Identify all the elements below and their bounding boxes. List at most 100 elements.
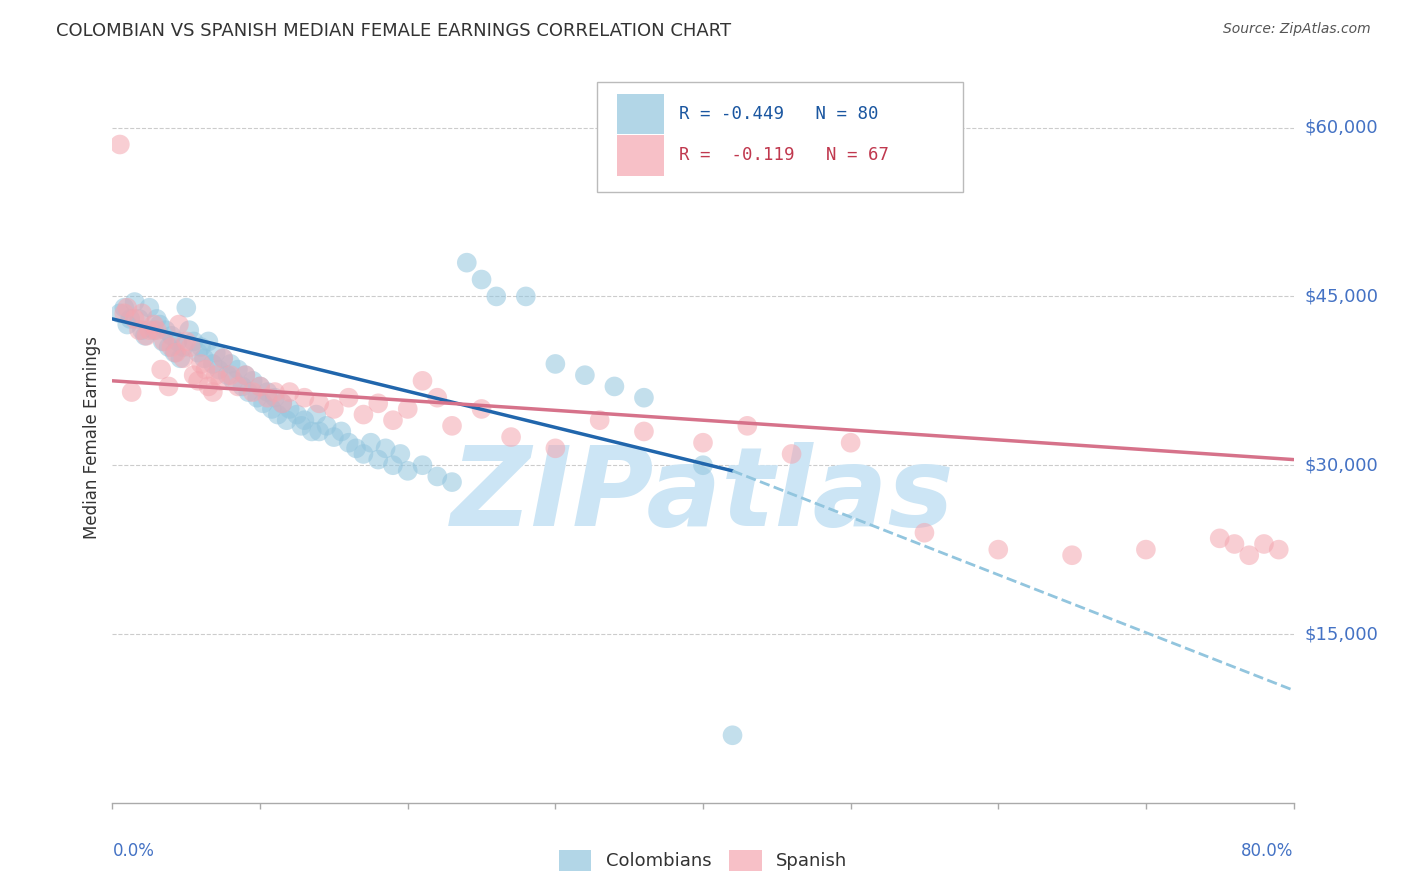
Point <box>1135 542 1157 557</box>
Point <box>1268 542 1291 557</box>
Point <box>485 289 508 303</box>
Point <box>441 475 464 489</box>
Point <box>352 447 374 461</box>
Point <box>142 323 165 337</box>
Point <box>219 368 242 383</box>
Point <box>174 301 197 315</box>
Point <box>1062 548 1084 562</box>
Point <box>264 391 287 405</box>
Y-axis label: Median Female Earnings: Median Female Earnings <box>83 335 101 539</box>
FancyBboxPatch shape <box>596 82 963 192</box>
Point <box>633 391 655 405</box>
Point <box>108 306 131 320</box>
Point <box>256 385 278 400</box>
Point <box>544 357 567 371</box>
Point <box>323 430 346 444</box>
Legend: Colombians, Spanish: Colombians, Spanish <box>551 843 855 878</box>
Point <box>187 345 209 359</box>
Point <box>264 385 287 400</box>
Point <box>260 401 283 416</box>
Point <box>138 301 160 315</box>
Point <box>256 391 278 405</box>
Point <box>411 458 433 473</box>
Point <box>1208 532 1232 546</box>
Point <box>292 413 315 427</box>
Point <box>169 351 191 366</box>
Point <box>193 351 215 366</box>
Text: COLOMBIAN VS SPANISH MEDIAN FEMALE EARNINGS CORRELATION CHART: COLOMBIAN VS SPANISH MEDIAN FEMALE EARNI… <box>56 22 731 40</box>
Point <box>780 447 803 461</box>
Point <box>190 340 212 354</box>
Text: Source: ZipAtlas.com: Source: ZipAtlas.com <box>1223 22 1371 37</box>
Point <box>1253 537 1275 551</box>
Point <box>315 418 337 433</box>
Text: $15,000: $15,000 <box>1305 625 1378 643</box>
Text: ZIPatlas: ZIPatlas <box>451 442 955 549</box>
Point <box>138 323 160 337</box>
Point <box>117 318 138 332</box>
Point <box>205 345 228 359</box>
Point <box>124 295 146 310</box>
Point <box>194 362 217 376</box>
Point <box>155 323 177 337</box>
Point <box>180 340 202 354</box>
FancyBboxPatch shape <box>617 94 664 134</box>
Point <box>396 464 419 478</box>
Point <box>121 385 143 400</box>
Point <box>197 334 219 349</box>
Point <box>456 255 478 269</box>
Point <box>588 413 610 427</box>
Point <box>124 312 146 326</box>
Point <box>217 368 239 383</box>
Point <box>160 328 183 343</box>
Point <box>301 425 323 439</box>
Point <box>389 447 412 461</box>
Point <box>128 312 150 326</box>
Point <box>292 391 315 405</box>
Point <box>692 458 714 473</box>
Point <box>146 312 169 326</box>
Point <box>135 328 157 343</box>
Point <box>233 368 256 383</box>
FancyBboxPatch shape <box>617 136 664 176</box>
Point <box>131 323 153 337</box>
Point <box>544 442 567 456</box>
Point <box>183 368 205 383</box>
Point <box>337 391 360 405</box>
Point <box>987 542 1010 557</box>
Point <box>278 385 301 400</box>
Text: $60,000: $60,000 <box>1305 119 1378 136</box>
Point <box>142 318 165 332</box>
Point <box>219 357 242 371</box>
Point <box>128 323 150 337</box>
Point <box>737 418 759 433</box>
Point <box>330 425 353 439</box>
Point <box>233 368 256 383</box>
Point <box>197 379 219 393</box>
Point <box>246 391 269 405</box>
Point <box>382 413 405 427</box>
Point <box>252 396 274 410</box>
Point <box>914 525 936 540</box>
Point <box>242 374 264 388</box>
Text: R = -0.449   N = 80: R = -0.449 N = 80 <box>679 104 879 123</box>
Point <box>238 385 260 400</box>
Point <box>187 374 209 388</box>
Point <box>692 435 714 450</box>
Point <box>160 340 183 354</box>
Point <box>249 379 271 393</box>
Text: $45,000: $45,000 <box>1305 287 1379 305</box>
Point <box>1239 548 1261 562</box>
Point <box>515 289 537 303</box>
Point <box>249 379 271 393</box>
Point <box>839 435 862 450</box>
Point <box>179 323 201 337</box>
Text: $30,000: $30,000 <box>1305 456 1378 475</box>
Point <box>501 430 523 444</box>
Point <box>152 334 174 349</box>
Point <box>212 351 235 366</box>
Point <box>337 435 360 450</box>
Point <box>209 374 232 388</box>
Text: 80.0%: 80.0% <box>1241 842 1294 860</box>
Point <box>117 301 138 315</box>
